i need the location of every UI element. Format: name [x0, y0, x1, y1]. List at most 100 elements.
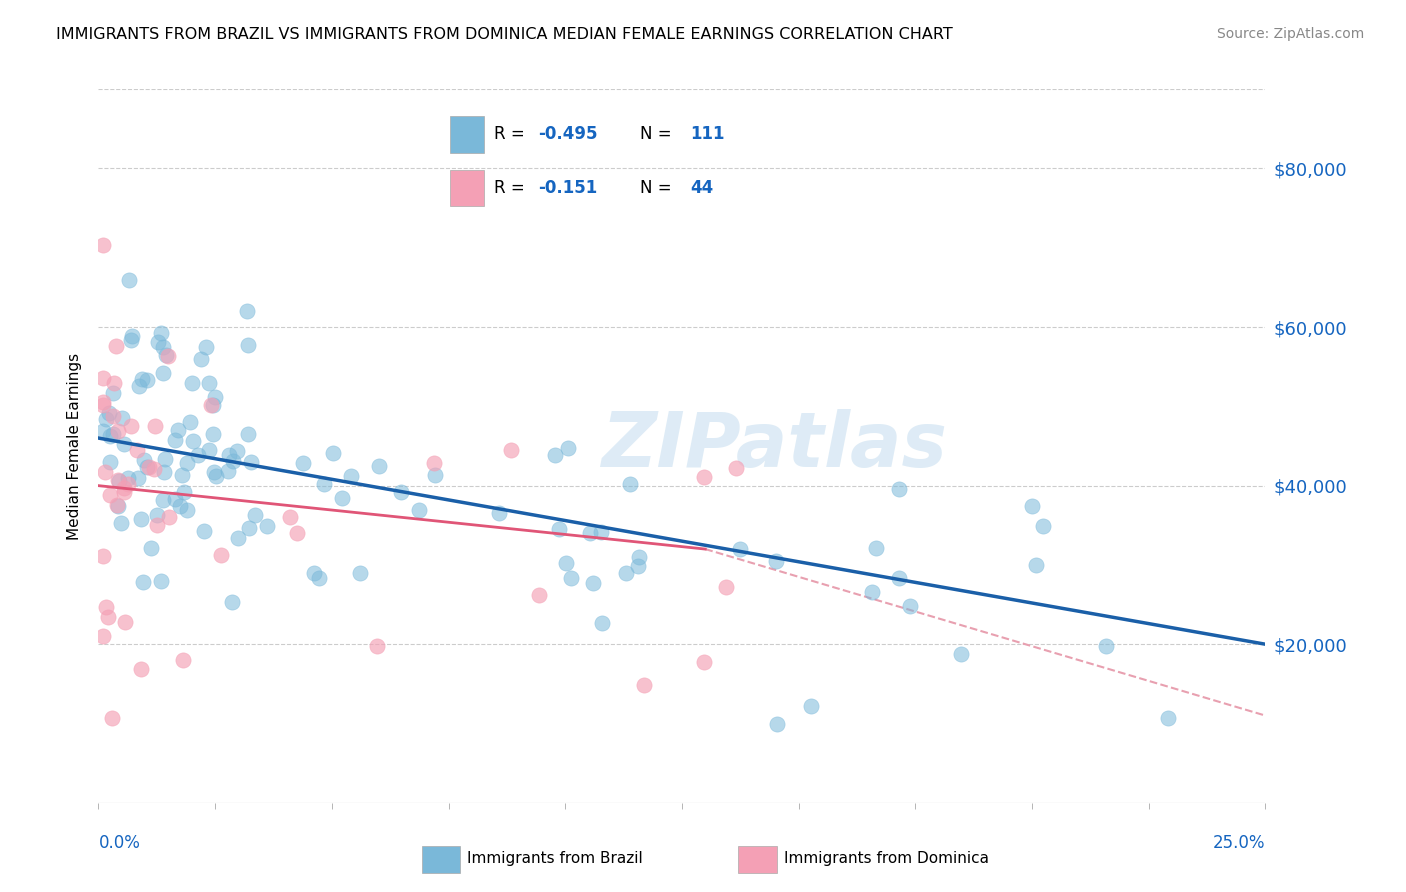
Point	[146, 518, 169, 533]
Point	[765, 554, 787, 568]
Point	[170, 467, 193, 482]
Point	[368, 458, 391, 473]
Point	[91, 629, 114, 643]
Point	[176, 502, 198, 516]
Point	[131, 372, 153, 386]
Point	[557, 441, 579, 455]
Point	[107, 424, 129, 438]
Point	[114, 615, 136, 629]
Point	[201, 427, 224, 442]
Point	[173, 484, 195, 499]
Point	[146, 334, 169, 349]
Text: Source: ZipAtlas.com: Source: ZipAtlas.com	[1216, 27, 1364, 41]
Point	[423, 467, 446, 482]
Point	[181, 376, 204, 391]
Point	[187, 448, 209, 462]
Point	[91, 549, 114, 564]
Point	[136, 460, 159, 475]
Point	[103, 427, 125, 442]
Point	[183, 434, 205, 448]
Point	[153, 465, 176, 479]
Point	[308, 571, 330, 585]
Point	[112, 485, 135, 500]
Point	[578, 526, 600, 541]
Text: ZIPatlas: ZIPatlas	[602, 409, 948, 483]
Point	[950, 647, 973, 661]
Point	[98, 428, 121, 442]
Point	[616, 566, 638, 580]
FancyBboxPatch shape	[422, 847, 461, 873]
Point	[97, 406, 120, 420]
Point	[112, 481, 135, 495]
Point	[389, 485, 412, 500]
Point	[143, 462, 166, 476]
Point	[105, 498, 128, 512]
Point	[155, 348, 177, 362]
Point	[1157, 711, 1180, 725]
Point	[138, 459, 160, 474]
Point	[527, 588, 550, 602]
Point	[176, 456, 198, 470]
Point	[226, 443, 249, 458]
Point	[619, 477, 641, 491]
Point	[238, 338, 260, 352]
Text: 0.0%: 0.0%	[98, 834, 141, 852]
Point	[366, 639, 388, 653]
Point	[209, 548, 232, 562]
Point	[101, 386, 124, 401]
Point	[91, 371, 114, 385]
Point	[107, 474, 129, 488]
Point	[91, 395, 114, 409]
Point	[693, 470, 716, 484]
Point	[766, 716, 789, 731]
Point	[887, 482, 910, 496]
Point	[110, 516, 132, 530]
Point	[129, 512, 152, 526]
Point	[163, 492, 186, 507]
Point	[235, 304, 257, 318]
Point	[280, 510, 302, 524]
Point	[111, 411, 134, 425]
Point	[221, 595, 243, 609]
Point	[166, 423, 188, 437]
FancyBboxPatch shape	[738, 847, 778, 873]
Text: Immigrants from Brazil: Immigrants from Brazil	[467, 851, 644, 866]
Point	[91, 424, 114, 438]
Point	[128, 379, 150, 393]
Point	[591, 615, 613, 630]
Point	[136, 373, 159, 387]
Point	[633, 677, 655, 691]
Point	[120, 333, 142, 347]
Point	[121, 329, 143, 343]
Point	[198, 376, 221, 391]
Point	[205, 468, 228, 483]
Point	[91, 398, 114, 412]
Point	[340, 469, 363, 483]
Point	[152, 493, 174, 508]
Point	[91, 237, 114, 252]
Point	[285, 526, 308, 541]
Point	[152, 367, 174, 381]
Point	[226, 531, 249, 545]
Point	[132, 575, 155, 590]
Point	[589, 525, 612, 540]
Point	[107, 500, 129, 514]
Point	[501, 443, 523, 458]
Point	[693, 656, 716, 670]
Point	[728, 542, 751, 557]
Point	[101, 711, 124, 725]
Point	[193, 524, 215, 538]
Point	[156, 349, 179, 363]
Point	[165, 434, 187, 448]
Point	[725, 461, 748, 475]
Point	[143, 419, 166, 434]
Point	[865, 541, 887, 556]
Point	[627, 549, 650, 564]
Point	[103, 376, 125, 390]
Point	[169, 500, 191, 514]
Point	[1025, 558, 1047, 573]
Point	[197, 443, 219, 458]
Point	[236, 427, 259, 442]
Point	[157, 509, 180, 524]
Point	[127, 443, 149, 458]
